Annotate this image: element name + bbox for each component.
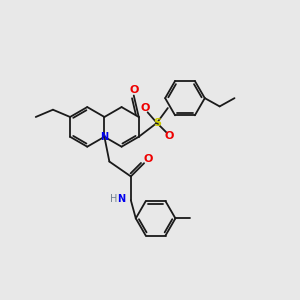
Text: O: O — [141, 103, 150, 113]
Text: S: S — [153, 118, 161, 128]
Text: O: O — [164, 131, 173, 142]
Text: H: H — [110, 194, 117, 204]
Text: N: N — [100, 132, 109, 142]
Text: N: N — [118, 194, 126, 204]
Text: O: O — [143, 154, 153, 164]
Text: O: O — [129, 85, 139, 94]
